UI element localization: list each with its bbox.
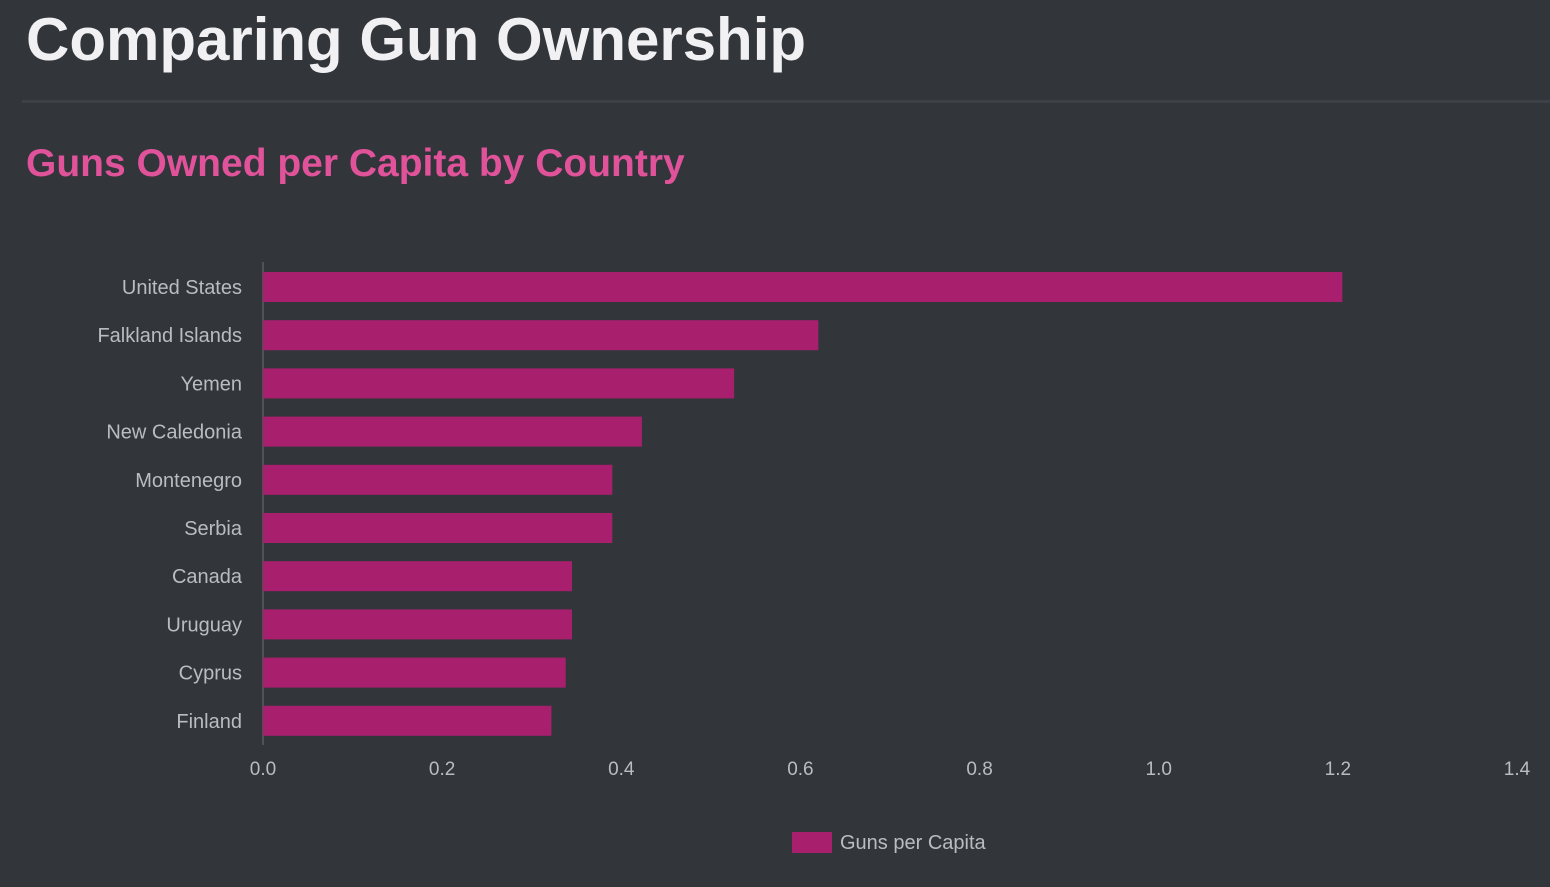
category-label: Yemen <box>180 373 242 395</box>
bar <box>263 513 612 543</box>
x-tick-label: 0.6 <box>787 759 813 780</box>
category-label: Finland <box>176 711 242 733</box>
bar <box>263 658 566 688</box>
x-tick-label: 0.8 <box>966 759 992 780</box>
legend-swatch <box>792 832 832 853</box>
x-tick-label: 0.2 <box>429 759 455 780</box>
category-label: Canada <box>172 566 243 588</box>
category-label: New Caledonia <box>106 422 243 444</box>
bar <box>263 417 642 447</box>
category-label: Serbia <box>184 518 243 540</box>
legend-label: Guns per Capita <box>840 832 987 854</box>
bar <box>263 609 572 639</box>
bar <box>263 561 572 591</box>
bar <box>263 706 551 736</box>
x-tick-label: 1.2 <box>1325 759 1351 780</box>
category-label: Uruguay <box>166 614 242 636</box>
bar <box>263 320 818 350</box>
x-tick-label: 1.4 <box>1504 759 1531 780</box>
bar <box>263 465 612 495</box>
x-tick-label: 0.0 <box>250 759 276 780</box>
bar <box>263 272 1342 302</box>
x-tick-label: 0.4 <box>608 759 635 780</box>
category-label: Cyprus <box>179 663 242 685</box>
bar <box>263 368 734 398</box>
x-tick-label: 1.0 <box>1146 759 1172 780</box>
category-label: Falkland Islands <box>97 325 242 347</box>
category-label: Montenegro <box>135 470 242 492</box>
category-label: United States <box>122 277 242 299</box>
